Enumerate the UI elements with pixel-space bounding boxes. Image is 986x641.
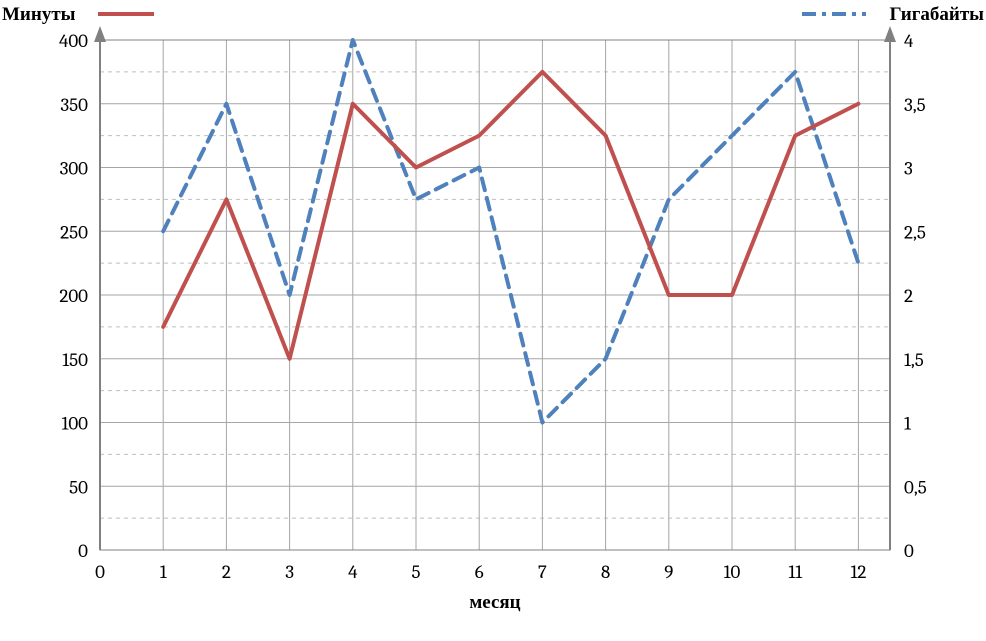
y-left-tick-label: 100: [61, 413, 88, 435]
y-left-tick-label: 400: [59, 30, 88, 52]
x-axis-label: месяц: [469, 591, 520, 613]
x-tick-label: 6: [475, 561, 484, 583]
chart-svg: 0123456789101112месяц0501001502002503003…: [0, 0, 986, 641]
y-left-tick-label: 200: [59, 285, 88, 307]
y-left-tick-label: 250: [60, 221, 88, 243]
legend-gigabytes-label: Гигабайты: [889, 3, 984, 25]
y-right-tick-label: 1: [904, 413, 912, 435]
y-left-tick-label: 300: [60, 158, 89, 180]
x-tick-label: 8: [601, 561, 610, 583]
x-tick-label: 11: [788, 561, 803, 583]
y-right-tick-label: 3,5: [904, 94, 926, 116]
y-left-tick-label: 150: [62, 349, 88, 371]
x-tick-label: 10: [724, 561, 741, 583]
x-tick-label: 4: [348, 561, 358, 583]
y-right-tick-label: 2: [904, 285, 913, 307]
y-left-tick-label: 350: [60, 94, 88, 116]
x-tick-label: 9: [664, 561, 673, 583]
y-right-tick-label: 1,5: [904, 349, 924, 371]
y-right-tick-label: 2,5: [904, 221, 926, 243]
x-tick-label: 0: [95, 561, 105, 583]
y-right-tick-label: 0: [904, 540, 914, 562]
x-tick-label: 5: [411, 561, 420, 583]
y-left-tick-label: 0: [78, 540, 88, 562]
y-right-tick-label: 0,5: [904, 476, 927, 498]
y-right-tick-label: 3: [904, 158, 913, 180]
y-right-tick-label: 4: [904, 30, 914, 52]
chart-container: 0123456789101112месяц0501001502002503003…: [0, 0, 986, 641]
x-tick-label: 7: [538, 561, 547, 583]
x-tick-label: 1: [160, 561, 168, 583]
y-left-tick-label: 50: [69, 476, 88, 498]
legend-minutes-label: Минуты: [2, 3, 76, 25]
x-tick-label: 12: [850, 561, 866, 583]
x-tick-label: 3: [285, 561, 294, 583]
x-tick-label: 2: [222, 561, 231, 583]
